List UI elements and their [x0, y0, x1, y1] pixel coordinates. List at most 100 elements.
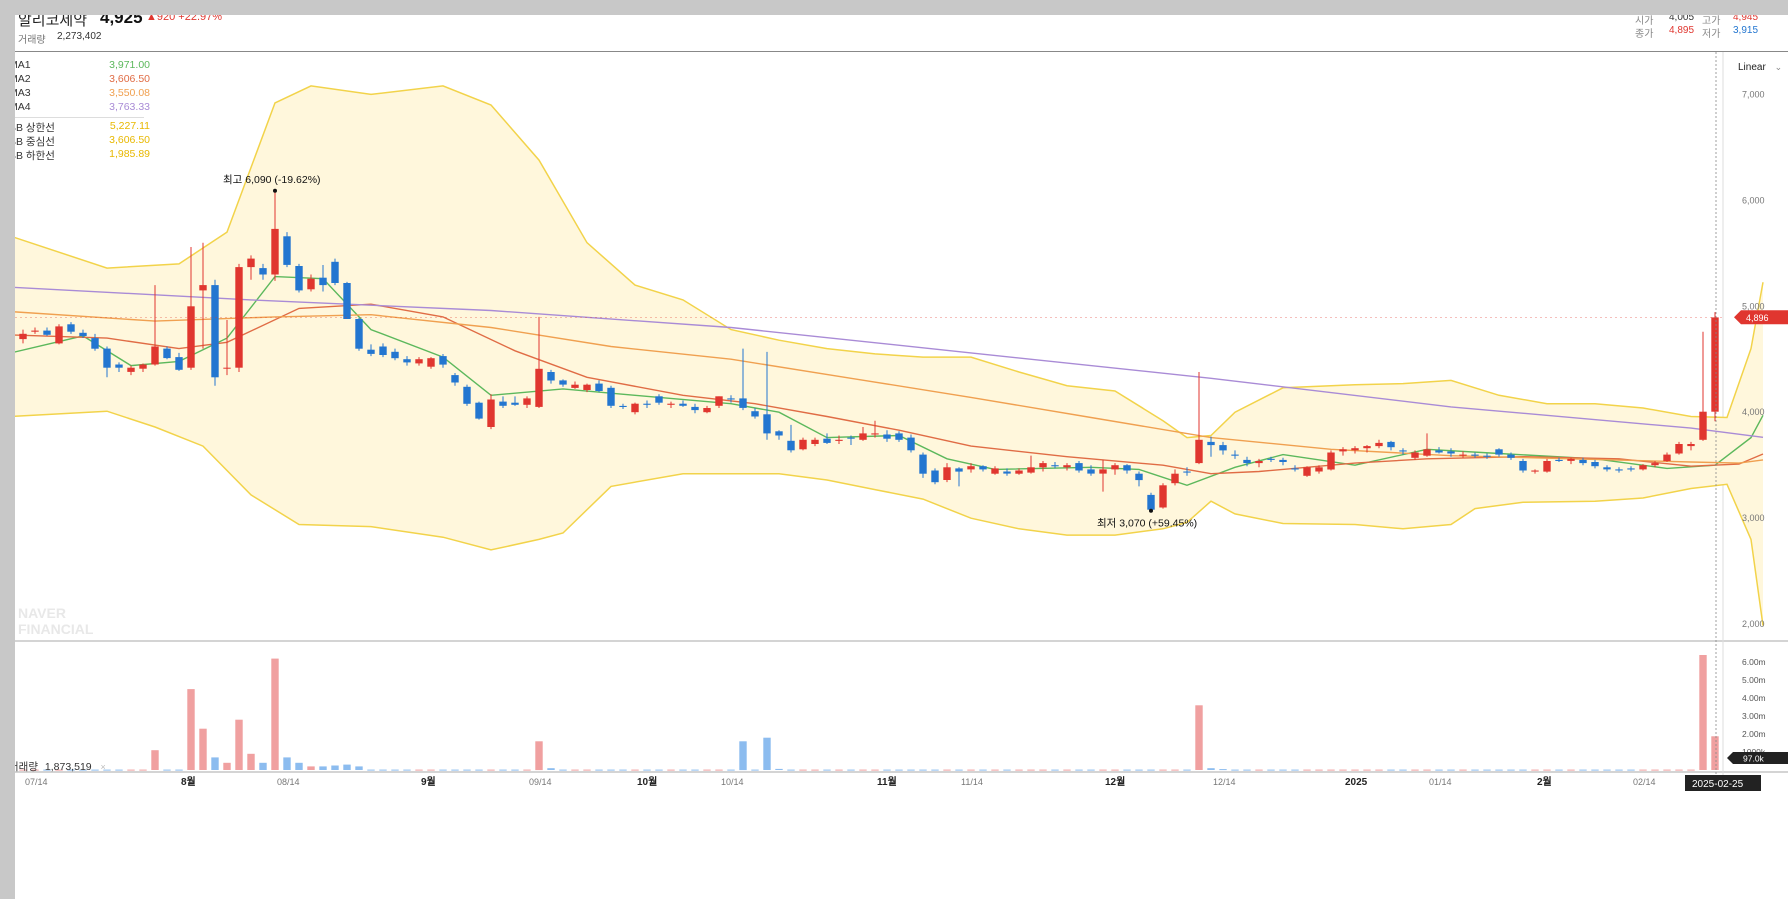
candle-body	[895, 433, 903, 440]
volume-bar	[1159, 769, 1167, 771]
volume-bar	[823, 769, 831, 771]
candle-body	[427, 358, 435, 367]
header-volume-value: 2,273,402	[57, 31, 102, 42]
candle-body	[1267, 458, 1275, 460]
volume-bar	[1003, 769, 1011, 771]
volume-bar	[187, 689, 195, 770]
legend-ma1: MA1 3,971.00	[15, 59, 150, 73]
candle-body	[139, 364, 147, 369]
legend-ma2-value: 3,606.50	[109, 73, 150, 85]
volume-bar	[355, 766, 363, 770]
volume-bar	[199, 728, 207, 770]
volume-bar	[1231, 769, 1239, 771]
watermark-naver: NAVER	[18, 605, 66, 621]
legend-bb3-value: 1,985.89	[109, 148, 150, 160]
high-annotation: 최고 6,090 (-19.62%)	[223, 174, 321, 186]
candle-body	[1135, 473, 1143, 481]
candle-body	[67, 324, 75, 332]
volume-bar	[1459, 769, 1467, 771]
volume-bar	[1411, 769, 1419, 771]
x-tick-label: 10/14	[721, 777, 744, 787]
volume-bar	[67, 769, 75, 771]
candle-body	[91, 338, 99, 349]
volume-bar	[499, 769, 507, 771]
candle-body	[1567, 458, 1575, 461]
volume-bar	[1243, 769, 1251, 771]
candle-body	[1519, 461, 1527, 471]
candle-body	[523, 398, 531, 405]
candle-body	[775, 431, 783, 436]
volume-bar	[91, 769, 99, 771]
volume-bar	[1615, 769, 1623, 771]
candle-body	[1051, 465, 1059, 467]
low-marker	[1149, 508, 1153, 513]
low-annotation: 최저 3,070 (+59.45%)	[1097, 518, 1197, 530]
candle-body	[1423, 449, 1431, 456]
candle-body	[235, 267, 243, 368]
candle-body	[1675, 444, 1683, 454]
volume-bar	[43, 769, 51, 771]
volume-bar	[535, 741, 543, 771]
volume-bar	[307, 766, 315, 770]
candle-body	[979, 466, 987, 470]
volume-bar	[1699, 655, 1707, 770]
volume-bar	[931, 769, 939, 771]
volume-bar	[715, 769, 723, 771]
volume-bar	[859, 769, 867, 771]
volume-bar	[1147, 769, 1155, 771]
volume-bar	[991, 769, 999, 771]
volume-bar	[211, 757, 219, 770]
candle-body	[727, 398, 735, 400]
candle-body	[1183, 471, 1191, 473]
scale-mode-button[interactable]: Linear ⌄	[1738, 62, 1782, 73]
volume-bar	[631, 769, 639, 771]
volume-bar	[1399, 769, 1407, 771]
volume-bar	[1027, 769, 1035, 771]
volume-bar	[223, 762, 231, 770]
candle-body	[1531, 470, 1539, 472]
volume-bar	[979, 769, 987, 771]
volume-bar	[727, 769, 735, 771]
candle-body	[643, 403, 651, 405]
volume-bar	[163, 769, 171, 771]
candle-body	[1147, 494, 1155, 510]
candle-body	[247, 258, 255, 268]
candle-body	[751, 411, 759, 417]
volume-bar	[1567, 769, 1575, 771]
stock-change: ▲920 +22.97%	[146, 15, 223, 23]
legend-ma3-label: MA3	[15, 87, 31, 99]
candle-body	[1411, 452, 1419, 458]
candle-body	[703, 408, 711, 413]
volume-bar	[439, 769, 447, 771]
candle-body	[1591, 462, 1599, 467]
candle-body	[1507, 454, 1515, 458]
volume-tick-label: 4.00m	[1742, 693, 1766, 703]
chevron-down-icon: ⌄	[1774, 62, 1783, 72]
volume-bar	[31, 769, 39, 771]
volume-bar	[475, 769, 483, 771]
volume-bar	[763, 737, 771, 770]
volume-bar	[487, 769, 495, 771]
volume-bar	[451, 769, 459, 771]
legend-bb3: BB 하한선 1,985.89	[15, 148, 150, 162]
x-tick-label: 12월	[1105, 776, 1125, 788]
volume-bar	[1087, 769, 1095, 771]
close-icon[interactable]: ×	[100, 762, 106, 772]
volume-bar	[427, 769, 435, 771]
candle-body	[1375, 442, 1383, 447]
candle-body	[1231, 454, 1239, 456]
stock-header: 알리코제약 4,925 ▲920 +22.97% 거래량 2,273,402 시…	[15, 15, 1788, 52]
volume-bar	[1267, 769, 1275, 771]
volume-bar	[1171, 769, 1179, 771]
volume-bar	[1495, 769, 1503, 771]
x-tick-label: 10월	[637, 776, 657, 788]
candle-body	[43, 330, 51, 335]
candle-body	[331, 261, 339, 283]
volume-bar	[739, 741, 747, 771]
candle-body	[763, 414, 771, 434]
volume-bar	[379, 769, 387, 771]
candle-body	[1087, 469, 1095, 474]
volume-bar	[79, 769, 87, 771]
candle-body	[271, 228, 279, 275]
